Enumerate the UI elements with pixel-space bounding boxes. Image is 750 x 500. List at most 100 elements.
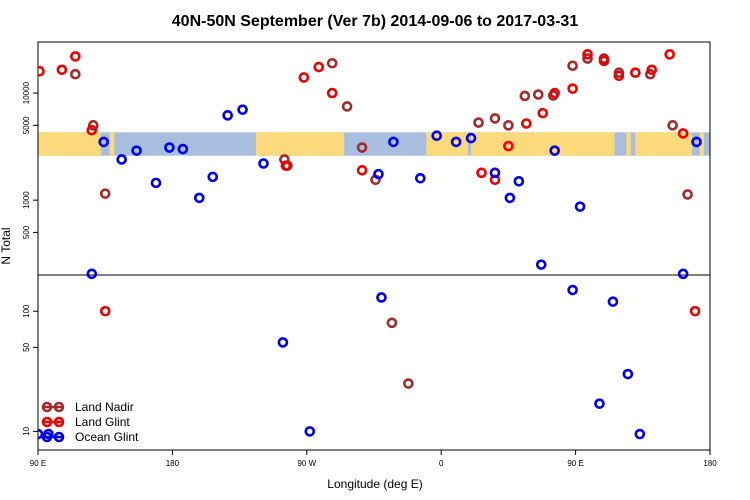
point-ocean-glint (622, 368, 634, 380)
point-ocean-glint (388, 136, 399, 148)
y-tick-label: 5000 (22, 116, 31, 134)
legend-marker (53, 416, 65, 428)
y-tick-label: 10000 (22, 81, 31, 104)
point-ocean-glint (222, 110, 233, 121)
point-ocean-glint (86, 268, 98, 280)
legend-item-land-nadir: Land Nadir (41, 400, 134, 414)
x-tick-label: 90 E (30, 459, 46, 468)
chart-title: 40N-50N September (Ver 7b) 2014-09-06 to… (172, 13, 579, 30)
world-map-band (38, 132, 710, 156)
y-tick-label: 500 (22, 225, 31, 239)
map-land-segment (38, 132, 101, 156)
point-ocean-glint (193, 192, 205, 204)
point-ocean-glint (567, 284, 578, 296)
point-land-nadir (356, 142, 368, 153)
point-land-glint (86, 124, 98, 136)
point-land-nadir (503, 120, 514, 131)
map-land-segment (699, 132, 705, 156)
point-ocean-glint (150, 177, 162, 189)
map-land-segment (635, 132, 693, 156)
point-land-glint (689, 305, 701, 317)
point-land-nadir (567, 60, 578, 72)
y-axis-upper: 500 1000 5000 10000 (22, 81, 38, 239)
point-ocean-glint (277, 337, 289, 348)
point-ocean-glint (634, 428, 646, 440)
point-land-nadir (489, 113, 501, 124)
legend-label: Land Nadir (75, 400, 134, 414)
point-land-glint (298, 72, 310, 83)
y-tick-label: 1000 (22, 191, 31, 209)
point-land-glint (582, 49, 593, 60)
point-ocean-glint (373, 168, 384, 180)
point-ocean-glint (535, 259, 547, 270)
point-land-glint (313, 61, 325, 73)
point-land-nadir (326, 57, 338, 69)
point-land-nadir (682, 189, 693, 200)
legend-label: Land Glint (75, 415, 130, 429)
point-land-nadir (403, 378, 414, 389)
x-tick-label: 90 W (297, 459, 316, 468)
legend-marker (41, 401, 53, 413)
point-ocean-glint (164, 142, 175, 153)
point-ocean-glint (691, 136, 702, 148)
point-land-glint (646, 64, 658, 76)
point-land-glint (56, 64, 68, 76)
legend-marker (53, 431, 65, 443)
x-axis: 90 E 180 90 W 0 90 E 180 (30, 450, 717, 468)
legend-item-land-glint: Land Glint (41, 415, 130, 429)
point-ocean-glint (715, 157, 723, 165)
point-ocean-glint (465, 132, 477, 144)
point-land-nadir (473, 117, 484, 128)
point-ocean-glint (489, 167, 501, 179)
y-tick-label: 50 (22, 342, 31, 351)
y-tick-label: 10 (22, 426, 31, 435)
point-ocean-glint (431, 130, 443, 141)
point-land-nadir (87, 120, 99, 131)
legend-item-ocean-glint: Ocean Glint (41, 430, 139, 444)
point-land-glint (356, 165, 368, 176)
legend-marker (41, 431, 53, 443)
x-tick-label: 90 E (567, 459, 583, 468)
point-land-nadir (532, 89, 544, 100)
legend-marker (53, 401, 65, 413)
point-land-nadir (582, 53, 593, 64)
point-ocean-glint (677, 268, 689, 280)
point-ocean-glint (258, 158, 269, 169)
point-land-glint (38, 65, 45, 77)
point-ocean-glint (207, 171, 219, 183)
point-land-glint (503, 140, 514, 152)
point-land-glint (664, 49, 675, 60)
point-ocean-glint (730, 145, 738, 153)
point-land-glint (613, 70, 625, 82)
x-tick-label: 0 (439, 459, 444, 468)
y-axis-label: N Total (0, 227, 13, 264)
point-land-glint (521, 118, 532, 129)
point-ocean-glint (549, 145, 560, 156)
point-ocean-glint (177, 143, 189, 155)
point-ocean-glint (376, 292, 387, 303)
point-land-glint (99, 305, 111, 317)
plot-frame (37, 41, 711, 451)
point-ocean-glint (594, 398, 605, 409)
point-land-glint (476, 167, 487, 179)
point-land-nadir (70, 68, 81, 80)
point-land-glint (537, 107, 549, 119)
point-ocean-glint (38, 428, 44, 440)
y-axis-lower: 10 50 100 (22, 304, 38, 436)
y-tick-label: 100 (22, 304, 31, 318)
point-ocean-glint (513, 176, 525, 187)
point-land-glint (567, 83, 578, 94)
map-land-segment (471, 132, 615, 156)
point-ocean-glint (237, 104, 248, 115)
map-land-segment (626, 132, 631, 156)
point-land-glint (677, 128, 689, 139)
point-land-glint (326, 87, 338, 99)
data-points (38, 49, 738, 440)
point-land-glint (630, 67, 641, 79)
x-axis-label: Longitude (deg E) (327, 477, 422, 491)
point-land-glint (598, 55, 610, 67)
point-ocean-glint (450, 136, 462, 148)
map-land-segment (109, 132, 115, 156)
